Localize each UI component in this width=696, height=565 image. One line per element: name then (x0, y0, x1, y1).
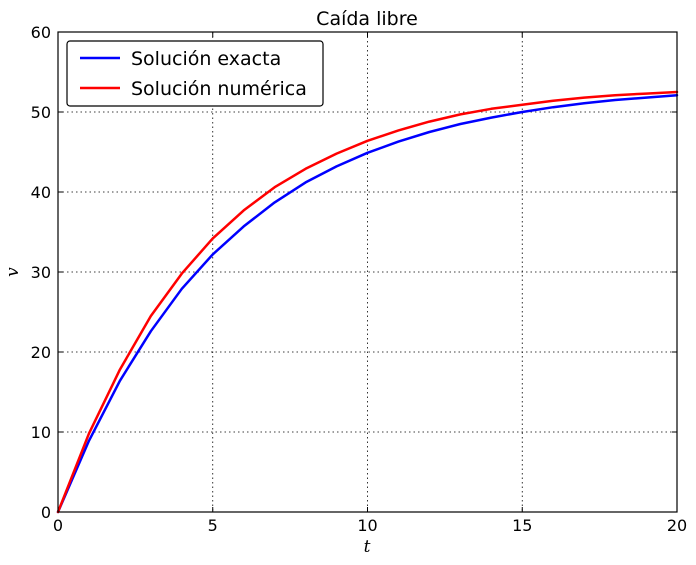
y-tick-label: 0 (41, 503, 51, 522)
legend-box (66, 40, 324, 107)
x-tick-label: 10 (357, 516, 377, 535)
x-tick-label: 20 (667, 516, 687, 535)
axis-ticks: 0 5 10 15 20 0 10 20 30 40 50 60 (31, 23, 688, 535)
y-tick-label: 60 (31, 23, 51, 42)
x-tick-label: 15 (512, 516, 532, 535)
series-line-exacta (56, 93, 679, 514)
y-tick-label: 30 (31, 263, 51, 282)
x-axis-label: t (364, 537, 371, 557)
y-axis-label: v (3, 267, 23, 277)
x-tick-label: 5 (208, 516, 218, 535)
y-tick-label: 20 (31, 343, 51, 362)
x-tick-label: 0 (53, 516, 63, 535)
legend: Solución exacta Solución numérica (66, 40, 324, 107)
chart-title: Caída libre (316, 8, 418, 30)
y-tick-label: 10 (31, 423, 51, 442)
series-layer (56, 90, 679, 514)
legend-label: Solución numérica (131, 78, 307, 100)
y-tick-label: 40 (31, 183, 51, 202)
legend-label: Solución exacta (131, 48, 281, 70)
series-line-numerica (56, 90, 679, 514)
y-tick-label: 50 (31, 103, 51, 122)
